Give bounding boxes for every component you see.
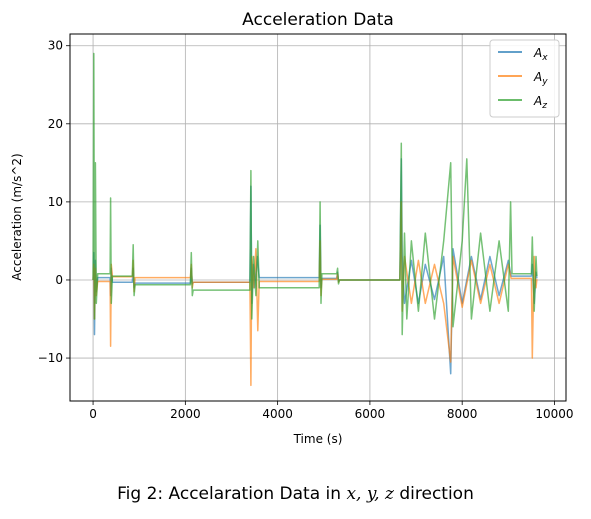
figure-caption: Fig 2: Accelaration Data in x, y, z dire…	[0, 484, 591, 504]
y-tick-label-4: 30	[48, 39, 63, 53]
y-tick-label-1: 0	[55, 273, 63, 287]
x-tick-label-3: 6000	[355, 407, 386, 421]
y-axis-label: Acceleration (m/s^2)	[10, 153, 24, 280]
series-lines	[92, 52, 538, 387]
x-tick-label-5: 10000	[535, 407, 573, 421]
legend-box	[489, 39, 560, 118]
x-tick-label-4: 8000	[447, 407, 478, 421]
caption-math: x, y, z	[346, 484, 394, 504]
legend-label-2: Ay	[533, 70, 548, 87]
caption-prefix: Fig 2: Accelaration Data in	[117, 484, 347, 504]
caption-suffix: direction	[393, 484, 474, 504]
plot-frame	[69, 33, 567, 402]
chart-title: Acceleration Data	[242, 10, 394, 30]
x-tick-label-1: 2000	[170, 407, 201, 421]
y-tick-label-0: −10	[38, 351, 63, 365]
x-axis-ticks: 0 2000 4000 6000 8000 10000	[89, 401, 574, 421]
acceleration-chart: Acceleration Data 0 2000 4000 6000 8000 10000…	[10, 10, 574, 446]
x-tick-label-2: 4000	[262, 407, 293, 421]
legend-label-1: Ax	[533, 46, 548, 63]
x-tick-label-0: 0	[89, 407, 97, 421]
y-axis-ticks: −10 0 10 20 30	[38, 39, 70, 365]
legend-label-3: Az	[533, 94, 547, 111]
series-line-3	[92, 52, 538, 336]
y-tick-label-2: 10	[48, 195, 63, 209]
legend: Ax Ay Az	[489, 39, 560, 118]
x-axis-label: Time (s)	[293, 432, 343, 446]
y-tick-label-3: 20	[48, 117, 63, 131]
